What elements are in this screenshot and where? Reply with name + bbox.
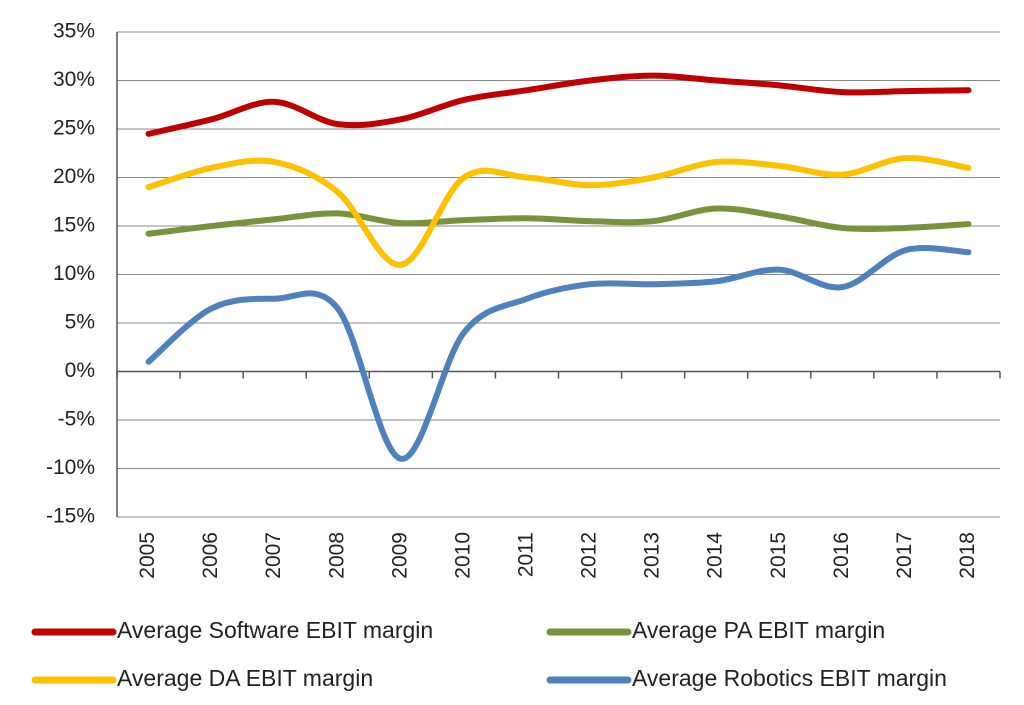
y-tick-label: 25% (53, 117, 95, 140)
x-tick-label: 2005 (136, 532, 159, 579)
y-tick-label: 5% (65, 311, 95, 334)
series-line (145, 72, 972, 137)
legend-label: Average Robotics EBIT margin (632, 665, 947, 691)
series-line (145, 245, 972, 462)
y-tick-label: 10% (53, 262, 95, 285)
series-line (145, 205, 972, 237)
x-tick-label: 2015 (767, 532, 790, 579)
x-tick-label: 2018 (956, 532, 979, 579)
x-tick-label: 2013 (641, 532, 664, 579)
x-tick-label: 2007 (262, 532, 285, 579)
y-tick-label: -10% (46, 456, 95, 479)
legend-label: Average Software EBIT margin (117, 617, 433, 643)
x-tick-label: 2016 (830, 532, 853, 579)
y-tick-label: 20% (53, 165, 95, 188)
x-tick-label: 2006 (199, 532, 222, 579)
series-line (145, 155, 972, 268)
y-tick-label: 0% (65, 359, 95, 382)
y-tick-label: 35% (53, 20, 95, 43)
x-tick-label: 2014 (704, 532, 727, 579)
legend-label: Average PA EBIT margin (632, 617, 885, 643)
y-tick-label: 15% (53, 214, 95, 237)
y-tick-label: -15% (46, 505, 95, 528)
y-tick-label: -5% (58, 408, 95, 431)
x-tick-label: 2017 (893, 532, 916, 579)
x-tick-label: 2009 (388, 532, 411, 579)
x-tick-label: 2010 (451, 532, 474, 579)
legend-label: Average DA EBIT margin (117, 665, 373, 691)
x-tick-label: 2011 (515, 532, 538, 577)
x-tick-label: 2008 (325, 532, 348, 579)
y-tick-label: 30% (53, 68, 95, 91)
x-tick-label: 2012 (578, 532, 601, 579)
